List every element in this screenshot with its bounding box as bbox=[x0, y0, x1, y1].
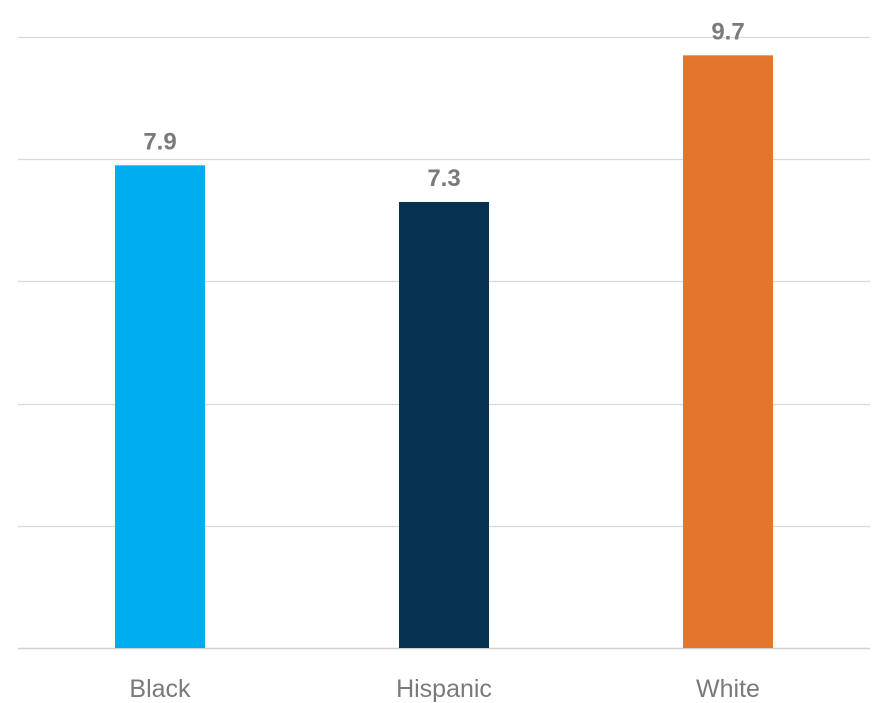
category-label-hispanic: Hispanic bbox=[396, 675, 492, 703]
value-label-hispanic: 7.3 bbox=[427, 165, 460, 192]
bar-black bbox=[115, 165, 205, 648]
bar-white bbox=[683, 55, 773, 648]
value-label-black: 7.9 bbox=[143, 128, 176, 155]
value-label-white: 9.7 bbox=[711, 18, 744, 45]
bar-hispanic bbox=[399, 201, 489, 648]
category-label-black: Black bbox=[129, 675, 191, 703]
value-labels: 7.9 7.3 9.7 bbox=[143, 18, 744, 192]
category-label-white: White bbox=[696, 675, 760, 703]
bars bbox=[115, 55, 773, 648]
category-labels: Black Hispanic White bbox=[129, 675, 760, 703]
